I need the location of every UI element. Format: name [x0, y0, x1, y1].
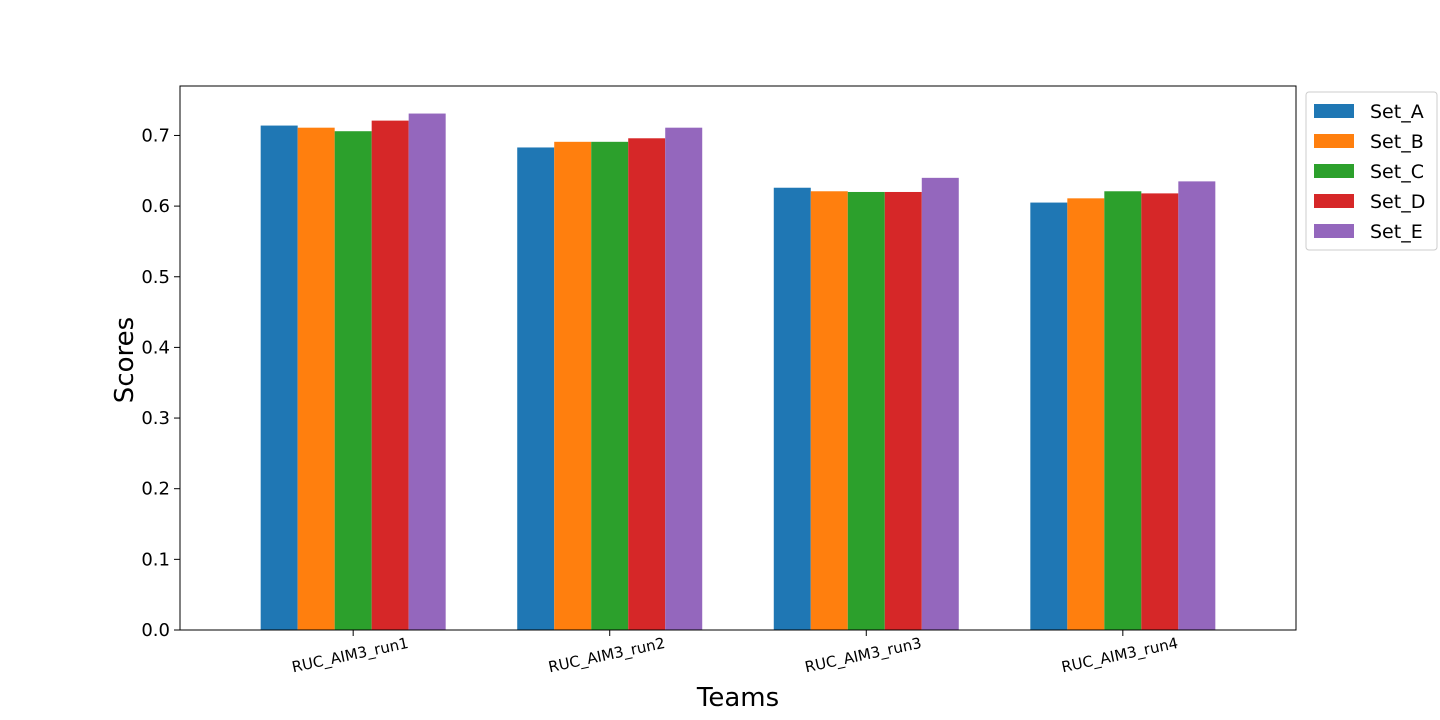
y-tick-label: 0.6	[141, 196, 170, 217]
bar-set-c-3	[847, 191, 885, 630]
bar-set-d-3	[884, 191, 922, 630]
bar-set-b-1	[297, 127, 335, 631]
x-axis: RUC_AIM3_run1 RUC_AIM3_run2 RUC_AIM3_run3 R…	[290, 630, 1180, 677]
legend-swatch	[1314, 224, 1354, 238]
bar-set-c-1	[334, 131, 372, 631]
legend: Set_A Set_B Set_C Set_D Set_E	[1305, 91, 1438, 251]
bars-layer	[260, 113, 1216, 631]
legend-swatch	[1314, 104, 1354, 118]
bar-set-e-4	[1178, 181, 1216, 630]
bar-set-c-2	[591, 141, 629, 630]
legend-swatch	[1314, 164, 1354, 178]
y-axis-title: Scores	[110, 317, 140, 403]
bar-set-d-2	[628, 138, 666, 630]
bar-set-b-3	[810, 191, 848, 631]
x-axis-title: Teams	[696, 683, 779, 713]
x-tick-label: RUC_AIM3_run1	[290, 634, 410, 677]
y-tick-label: 0.0	[141, 620, 170, 641]
bar-set-b-2	[554, 141, 592, 630]
bar-set-a-4	[1030, 202, 1068, 631]
x-tick-label: RUC_AIM3_run2	[547, 634, 667, 677]
bar-set-c-4	[1104, 191, 1142, 631]
legend-label: Set_B	[1370, 131, 1424, 153]
legend-label: Set_A	[1370, 101, 1424, 123]
bar-set-e-3	[921, 177, 959, 630]
bar-set-d-4	[1141, 193, 1179, 630]
y-tick-label: 0.1	[141, 549, 170, 570]
y-axis: 0.0 0.1 0.2 0.3 0.4 0.5 0.6 0.7	[141, 125, 180, 641]
plot-frame	[179, 85, 1297, 631]
bar-set-b-4	[1067, 198, 1105, 631]
y-tick-label: 0.2	[141, 479, 170, 500]
y-tick-label: 0.5	[141, 267, 170, 288]
legend-label: Set_D	[1370, 191, 1425, 213]
x-tick-label: RUC_AIM3_run3	[803, 634, 923, 677]
legend-swatch	[1314, 134, 1354, 148]
legend-frame	[1305, 91, 1438, 251]
legend-swatch	[1314, 194, 1354, 208]
x-tick-label: RUC_AIM3_run4	[1060, 634, 1180, 677]
y-tick-label: 0.4	[141, 337, 170, 358]
y-tick-label: 0.3	[141, 408, 170, 429]
y-tick-label: 0.7	[141, 125, 170, 146]
bar-set-a-3	[773, 187, 811, 631]
bar-set-e-1	[408, 113, 446, 631]
bar-set-a-2	[517, 147, 555, 630]
bar-set-d-1	[371, 120, 409, 631]
legend-label: Set_E	[1370, 221, 1423, 243]
legend-label: Set_C	[1370, 161, 1424, 183]
bar-set-a-1	[260, 125, 298, 631]
bar-set-e-2	[665, 127, 703, 631]
